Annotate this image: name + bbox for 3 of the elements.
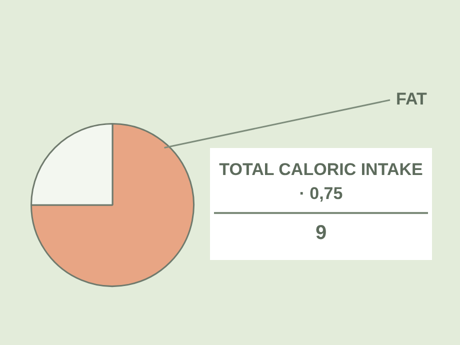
text: TOTAL CALORIC INTAKE · 0,75 — [214, 158, 428, 214]
text: 9 — [314, 222, 328, 245]
slice-label: FAT — [396, 90, 428, 109]
